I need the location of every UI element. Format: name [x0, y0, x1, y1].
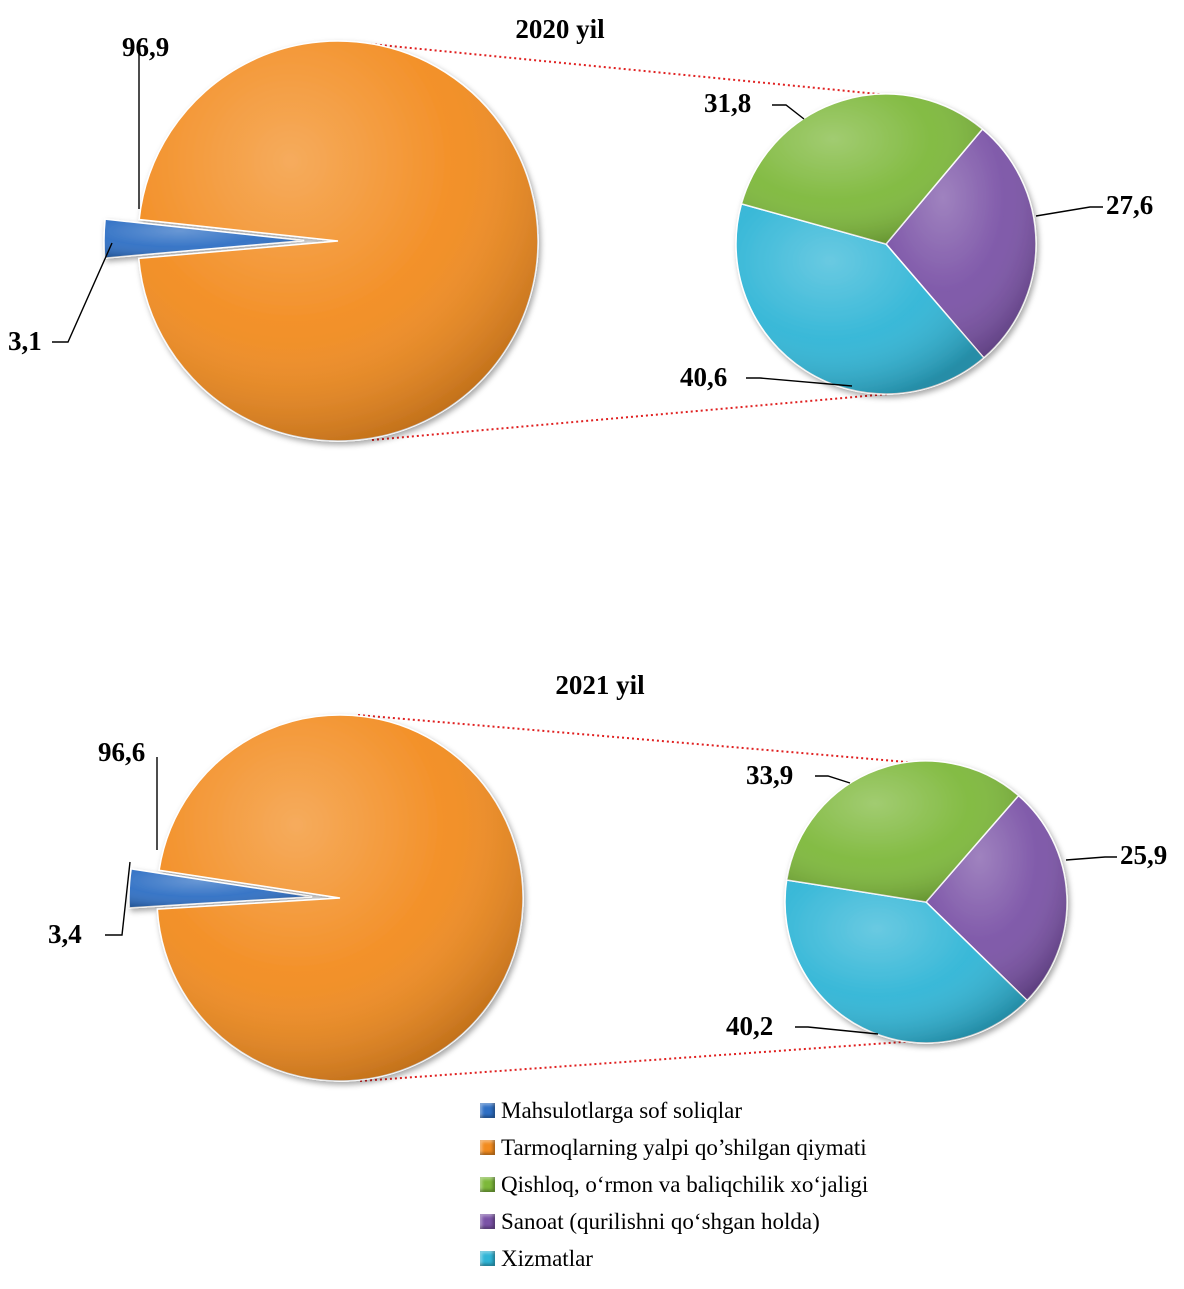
- legend-label-services: Xizmatlar: [501, 1246, 593, 1271]
- chart-title-2020: 2020 yil: [515, 14, 605, 44]
- legend-item-value-added: Tarmoqlarning yalpi qo’shilgan qiymati: [480, 1129, 868, 1166]
- legend-swatch-agriculture: [480, 1177, 495, 1192]
- leader-services-2020: [746, 377, 853, 387]
- data-label-taxes-2021: 3,4: [48, 919, 82, 949]
- legend-item-taxes: Mahsulotlarga sof soliqlar: [480, 1092, 868, 1129]
- legend-swatch-value-added: [480, 1140, 495, 1155]
- leader-main-tax-2021: [105, 861, 131, 936]
- leader-agriculture-2020: [772, 104, 805, 120]
- chart-2021: 2021 yil 96,6 3,4 33,9 25,9 40,2: [48, 670, 1167, 1082]
- leader-lines-2021: [105, 757, 1117, 1035]
- data-label-agriculture-2021: 33,9: [746, 760, 793, 790]
- legend-label-value-added: Tarmoqlarning yalpi qo’shilgan qiymati: [501, 1135, 867, 1160]
- legend: Mahsulotlarga sof soliqlar Tarmoqlarning…: [480, 1092, 868, 1277]
- data-label-industry-2020: 27,6: [1106, 190, 1153, 220]
- leader-industry-2021: [1065, 856, 1117, 861]
- data-label-services-2021: 40,2: [726, 1011, 773, 1041]
- legend-item-services: Xizmatlar: [480, 1240, 868, 1277]
- main-pie-2021: [128, 714, 524, 1082]
- chart-title-2021: 2021 yil: [555, 670, 645, 700]
- leader-industry-2020: [1035, 206, 1103, 217]
- legend-label-agriculture: Qishloq, o‘rmon va baliqchilik xo‘jaligi: [501, 1172, 869, 1197]
- leader-services-2021: [795, 1026, 879, 1035]
- leader-lines-2020: [52, 50, 1103, 387]
- chart-2020: 2020 yil 96,9 3,1 31,8 27,6 40,6: [8, 14, 1153, 442]
- data-labels-2021: 96,6 3,4 33,9 25,9 40,2: [48, 737, 1167, 1041]
- legend-label-taxes: Mahsulotlarga sof soliqlar: [501, 1098, 743, 1123]
- leader-agriculture-2021: [815, 775, 851, 784]
- data-label-value-added-2021: 96,6: [98, 737, 145, 767]
- data-label-value-added-2020: 96,9: [122, 32, 169, 62]
- legend-item-industry: Sanoat (qurilishni qo‘shgan holda): [480, 1203, 868, 1240]
- legend-swatch-services: [480, 1251, 495, 1266]
- data-label-services-2020: 40,6: [680, 362, 727, 392]
- data-labels-2020: 96,9 3,1 31,8 27,6 40,6: [8, 32, 1153, 392]
- data-label-industry-2021: 25,9: [1120, 840, 1167, 870]
- breakdown-pie-2020: [735, 93, 1037, 395]
- breakdown-pie-2021: [784, 760, 1068, 1044]
- legend-item-agriculture: Qishloq, o‘rmon va baliqchilik xo‘jaligi: [480, 1166, 868, 1203]
- leader-main-tax-2020: [52, 242, 113, 343]
- main-pie-2020: [103, 40, 539, 442]
- data-label-taxes-2020: 3,1: [8, 326, 42, 356]
- data-label-agriculture-2020: 31,8: [704, 88, 751, 118]
- legend-swatch-taxes: [480, 1103, 495, 1118]
- legend-label-industry: Sanoat (qurilishni qo‘shgan holda): [501, 1209, 820, 1234]
- legend-swatch-industry: [480, 1214, 495, 1229]
